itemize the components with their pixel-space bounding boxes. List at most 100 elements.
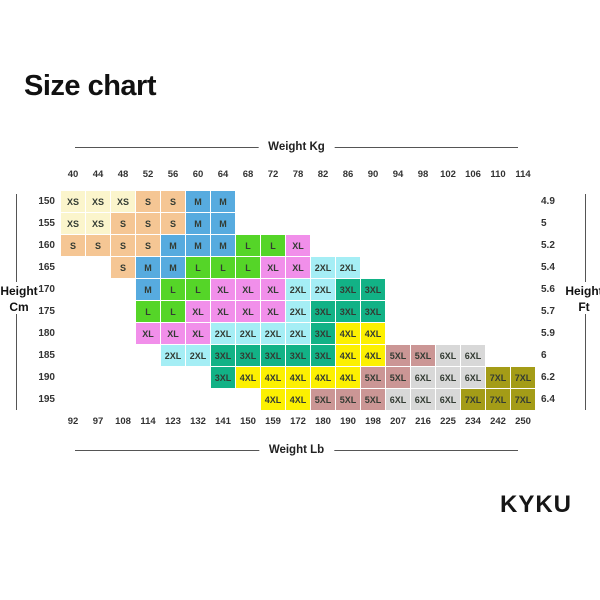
size-cell: 3XL [361,301,385,322]
height-cm-tick: 150 [38,196,55,207]
size-cell: 6XL [436,389,460,410]
size-cell: L [161,301,185,322]
weight-kg-tick: 64 [217,169,229,180]
size-cell: XS [61,191,85,212]
size-cell: 7XL [461,389,485,410]
height-cm-tick: 165 [38,262,55,273]
size-cell: 5XL [361,389,385,410]
size-cell: M [186,213,210,234]
weight-kg-tick: 90 [367,169,379,180]
weight-lb-tick: 216 [415,416,431,427]
size-cell: L [211,257,235,278]
weight-lb-ticks: 92 97 108 114 123 132 141 150 159 172 180 190 198 207… [61,416,535,428]
size-cell: M [186,235,210,256]
size-cell: S [136,213,160,234]
size-cell: XL [286,235,310,256]
size-cell: 3XL [361,279,385,300]
height-ft-tick: 6.2 [541,372,555,383]
size-cell: 6XL [461,367,485,388]
size-cell: 6XL [461,345,485,366]
size-cell: 2XL [286,279,310,300]
size-cell: M [211,191,235,212]
size-cell: 2XL [311,279,335,300]
size-cell: M [211,235,235,256]
size-cell: 4XL [236,367,260,388]
size-cell: M [211,213,235,234]
size-cell: 2XL [336,257,360,278]
size-cell: XL [286,257,310,278]
size-cell: 4XL [261,389,285,410]
weight-lb-tick: 123 [165,416,181,427]
weight-kg-tick: 44 [92,169,104,180]
weight-lb-tick: 159 [265,416,281,427]
weight-kg-tick: 56 [167,169,179,180]
size-cell: 3XL [311,301,335,322]
size-cell: 4XL [286,389,310,410]
axis-line [585,314,586,410]
size-cell: 4XL [361,323,385,344]
size-cell: XS [86,213,110,234]
height-ft-tick: 5 [541,218,547,229]
weight-kg-tick: 48 [117,169,129,180]
size-cell: 2XL [236,323,260,344]
size-cell: 2XL [286,323,310,344]
weight-kg-axis: Weight Kg [75,140,518,156]
weight-lb-tick: 207 [390,416,406,427]
size-cell: 2XL [211,323,235,344]
size-cell: L [236,235,260,256]
weight-kg-tick: 94 [392,169,404,180]
size-cell: XL [261,301,285,322]
size-cell: 2XL [161,345,185,366]
size-cell: 5XL [386,345,410,366]
size-cell: L [161,279,185,300]
brand-logo: KYKU [499,491,572,518]
size-cell: 2XL [186,345,210,366]
size-cell: 6XL [411,389,435,410]
size-cell: XL [261,257,285,278]
weight-lb-tick: 180 [315,416,331,427]
size-cell: S [111,213,135,234]
size-cell: 3XL [311,323,335,344]
weight-lb-tick: 172 [290,416,306,427]
size-cell: XL [136,323,160,344]
height-ft-tick: 6.4 [541,394,555,405]
size-cell: M [186,191,210,212]
size-cell: 3XL [211,345,235,366]
weight-kg-ticks: 40 44 48 52 56 60 64 68 72 78 82 86 90 94 98 102 106 110 1… [61,169,535,181]
weight-lb-tick: 150 [240,416,256,427]
size-cell: 3XL [261,345,285,366]
height-ft-tick: 5.6 [541,284,555,295]
height-ft-axis-label-text: Height Ft [565,284,600,314]
size-cell: XL [161,323,185,344]
size-cell: M [136,279,160,300]
size-cell: 3XL [336,279,360,300]
size-grid: XS XS XS S S M M XS XS S S S M M S S S S M M M L L XL S M M L L L XL XL… [61,191,535,410]
size-cell: 6XL [436,345,460,366]
size-cell: 6XL [386,389,410,410]
weight-lb-tick: 108 [115,416,131,427]
axis-line [585,194,586,282]
weight-lb-axis: Weight Lb [75,443,518,459]
height-cm-tick: 180 [38,328,55,339]
size-cell: XS [61,213,85,234]
weight-lb-tick: 198 [365,416,381,427]
size-cell: S [161,213,185,234]
weight-kg-tick: 114 [515,169,531,180]
size-cell: XL [186,323,210,344]
size-cell: M [161,235,185,256]
weight-lb-tick: 97 [92,416,104,427]
weight-kg-tick: 102 [440,169,456,180]
height-ft-tick: 5.7 [541,306,555,317]
weight-lb-tick: 114 [140,416,156,427]
size-cell: 2XL [261,323,285,344]
weight-kg-tick: 86 [342,169,354,180]
size-cell: 5XL [336,389,360,410]
height-cm-tick: 175 [38,306,55,317]
axis-line [16,194,17,282]
height-cm-tick: 190 [38,372,55,383]
size-cell: 7XL [511,389,535,410]
size-cell: L [236,257,260,278]
size-cell: XL [236,279,260,300]
height-ft-axis-label: Height Ft [562,284,600,315]
